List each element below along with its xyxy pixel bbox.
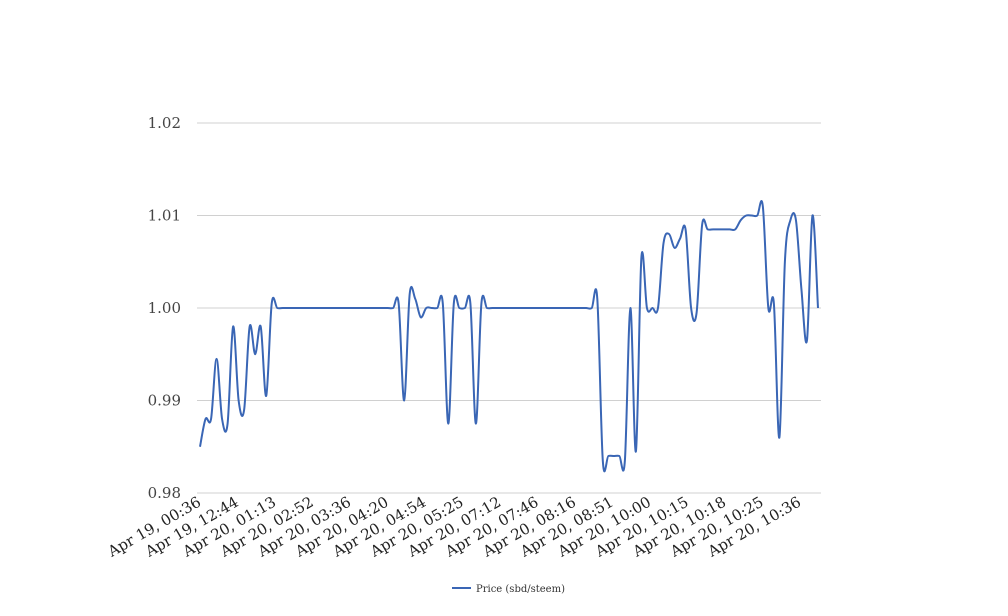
y-tick-label: 1.02: [148, 114, 181, 132]
legend: Price (sbd/steem): [452, 584, 565, 595]
y-tick-label: 1.00: [148, 299, 181, 317]
legend-label: Price (sbd/steem): [476, 584, 565, 595]
y-tick-label: 1.01: [148, 207, 181, 225]
series-line-price: [199, 199, 819, 473]
y-tick-label: 0.98: [148, 484, 181, 502]
y-tick-label: 0.99: [148, 392, 181, 410]
series-group: [199, 199, 819, 473]
y-axis-ticks: 0.98 0.99 1.00 1.01 1.02: [148, 114, 181, 502]
